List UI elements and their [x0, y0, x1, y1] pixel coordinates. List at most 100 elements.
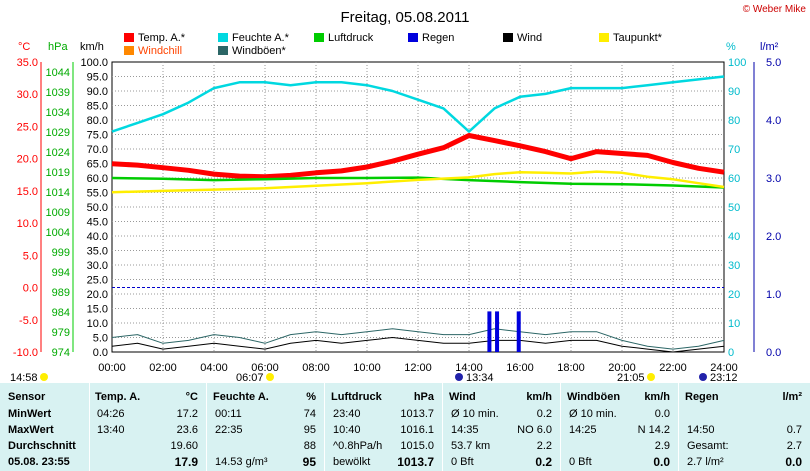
pressure-tick-label: 1029 — [46, 127, 70, 139]
cell-value: 0.7 — [786, 424, 802, 436]
x-tick-label: 00:00 — [98, 362, 126, 374]
row-label-avg: Durchschnitt — [8, 440, 76, 452]
wind-tick-label: 10.0 — [87, 318, 108, 330]
x-tick-label: 08:00 — [302, 362, 330, 374]
temp-tick-label: 30.0 — [17, 89, 38, 101]
wind-tick-label: 100.0 — [80, 57, 108, 69]
temp-tick-label: 0.0 — [23, 283, 38, 295]
cell-value: 17.2 — [176, 408, 198, 420]
wind-tick-label: 5.0 — [93, 333, 108, 345]
moonrise-label: 13:34 — [466, 372, 494, 383]
cell-value: 23.6 — [176, 424, 198, 436]
cell-label: 0 Bft — [569, 456, 592, 468]
rain-tick-label: 5.0 — [766, 57, 781, 69]
table-column: Windböen km/h Ø 10 min. 0.0 14:25 N 14.2 2.9 0 … — [561, 383, 679, 471]
column-unit: km/h — [526, 391, 552, 403]
legend-label: Temp. A.* — [138, 32, 186, 44]
wind-tick-label: 20.0 — [87, 289, 108, 301]
cell-value: 1016.1 — [400, 424, 434, 436]
rain-tick-label: 1.0 — [766, 289, 781, 301]
humidity-tick-label: 50 — [728, 202, 740, 214]
table-column: Luftdruck hPa 23:40 1013.7 10:40 1016.1 ^0.8hP… — [325, 383, 443, 471]
wind-tick-label: 55.0 — [87, 188, 108, 200]
humidity-tick-label: 10 — [728, 318, 740, 330]
cell-label: 13:40 — [97, 424, 125, 436]
legend-swatch — [599, 33, 609, 42]
wind-tick-label: 75.0 — [87, 130, 108, 142]
cell-label: 53.7 km — [451, 440, 491, 452]
humidity-tick-label: 60 — [728, 173, 740, 185]
legend-label: Taupunkt* — [613, 32, 663, 44]
cell-label: 14.53 g/m³ — [215, 456, 268, 468]
legend-swatch — [218, 46, 228, 55]
series-line-feuchtea — [111, 75, 725, 133]
pressure-tick-label: 974 — [52, 347, 70, 359]
series-line-windben — [111, 328, 725, 350]
legend-label: Luftdruck — [328, 32, 374, 44]
wind-tick-label: 0.0 — [93, 347, 108, 359]
cell-label: 14:25 — [569, 424, 597, 436]
legend-label: Regen — [422, 32, 454, 44]
rain-bar — [516, 311, 521, 352]
temp-tick-label: 25.0 — [17, 121, 38, 133]
legend: Temp. A.* Feuchte A.* Luftdruck Regen Wind Ta… — [124, 32, 663, 57]
cell-value: 17.9 — [174, 455, 198, 469]
pressure-tick-label: 1014 — [46, 187, 70, 199]
moonset-label: 23:12 — [710, 372, 738, 383]
series-line-tempa — [111, 133, 725, 180]
x-tick-label: 04:00 — [200, 362, 228, 374]
rain-bar — [495, 311, 500, 352]
humidity-tick-label: 30 — [728, 260, 740, 272]
legend-swatch — [503, 33, 513, 42]
cell-label: 10:40 — [333, 424, 361, 436]
wind-tick-label: 35.0 — [87, 246, 108, 258]
column-unit: hPa — [413, 391, 434, 403]
x-tick-label: 10:00 — [353, 362, 381, 374]
statistics-table: Sensor MinWert MaxWert Durchschnitt 05.0… — [0, 383, 810, 471]
x-tick-label: 20:00 — [608, 362, 636, 374]
left-time-label: 14:58 — [10, 372, 38, 383]
row-label-sensor: Sensor — [8, 391, 46, 403]
cell-label: 04:26 — [97, 408, 125, 420]
wind-tick-label: 85.0 — [87, 101, 108, 113]
humidity-tick-label: 100 — [728, 57, 746, 69]
series-line-taupunkt — [111, 170, 725, 194]
cell-value: 0.2 — [536, 408, 552, 420]
cell-value: 2.7 — [786, 440, 802, 452]
plot-area — [111, 75, 725, 353]
cell-value: 1013.7 — [400, 408, 434, 420]
cell-value: 0.2 — [535, 455, 552, 469]
sunset-label: 21:05 — [617, 372, 645, 383]
pressure-tick-label: 989 — [52, 287, 70, 299]
rain-tick-label: 0.0 — [766, 347, 781, 359]
table-column: Feuchte A.% 00:11 74 22:35 95 88 14.53 g/m³ 95 — [207, 383, 325, 471]
cell-value: 0.0 — [785, 455, 802, 469]
legend-label: Windböen* — [232, 45, 287, 57]
cell-value: 2.2 — [536, 440, 552, 452]
x-tick-label: 06:00 — [251, 362, 279, 374]
temp-tick-label: 10.0 — [17, 218, 38, 230]
cell-value: 0.0 — [653, 455, 670, 469]
wind-tick-label: 50.0 — [87, 202, 108, 214]
pressure-tick-label: 1039 — [46, 87, 70, 99]
series-line-wind — [111, 337, 725, 353]
row-label-max: MaxWert — [8, 424, 54, 436]
series-line-luftdruck — [111, 176, 725, 189]
pressure-tick-label: 1019 — [46, 167, 70, 179]
cell-value: 0.0 — [654, 408, 670, 420]
temp-tick-label: -5.0 — [19, 315, 38, 327]
sun-moon-markers: 14:58 06:07 13:34 21:05 23:12 — [10, 372, 738, 383]
x-tick-label: 24:00 — [710, 362, 738, 374]
cell-label: Ø 10 min. — [451, 408, 499, 420]
column-header: Windböen — [567, 391, 621, 403]
cell-label: 22:35 — [215, 424, 243, 436]
humidity-tick-label: 0 — [728, 347, 734, 359]
wind-tick-label: 15.0 — [87, 304, 108, 316]
legend-swatch — [314, 33, 324, 42]
legend-label: Feuchte A.* — [232, 32, 290, 44]
column-header: Luftdruck — [331, 391, 382, 403]
humidity-tick-label: 20 — [728, 289, 740, 301]
cell-value: 1015.0 — [400, 440, 434, 452]
legend-swatch — [408, 33, 418, 42]
